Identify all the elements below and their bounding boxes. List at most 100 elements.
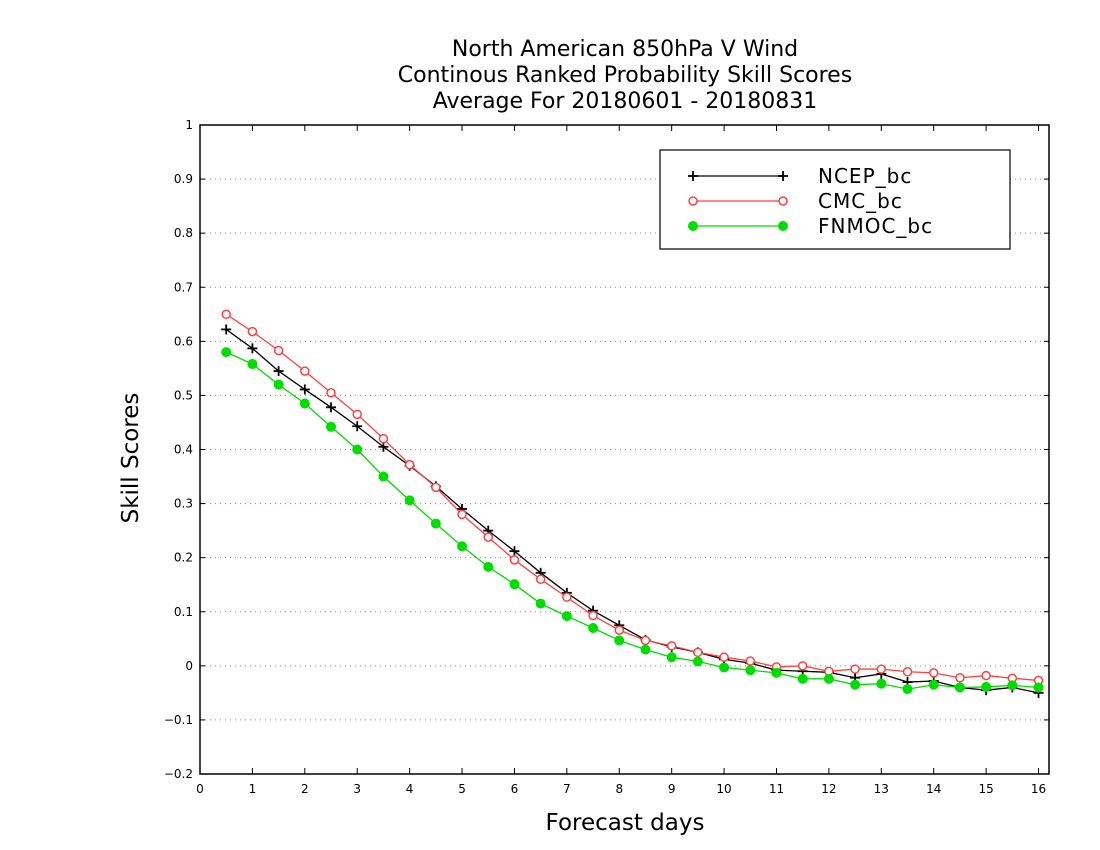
data-point-FNMOC_bc [1007,680,1018,691]
data-point-FNMOC_bc [430,518,441,529]
x-tick-label: 1 [249,782,257,796]
data-point-FNMOC_bc [299,398,310,409]
data-point-CMC_bc [273,345,284,356]
data-point-CMC_bc [745,656,756,666]
y-tick-label: 0.1 [174,605,193,619]
y-tick-label: −0.2 [164,767,193,781]
data-point-NCEP_bc [221,324,232,335]
legend-label: FNMOC_bc [818,214,933,238]
x-tick-label: 9 [668,782,676,796]
y-tick-label: 0.6 [174,334,193,348]
data-point-FNMOC_bc [457,541,468,552]
data-point-FNMOC_bc [221,347,232,358]
data-point-FNMOC_bc [797,673,808,684]
y-axis-label: Skill Scores [118,392,144,524]
x-tick-label: 5 [458,782,466,796]
y-tick-label: 0.7 [174,280,193,294]
data-point-FNMOC_bc [561,611,572,622]
legend-marker [688,171,698,181]
y-tick-label: 0.2 [174,551,193,565]
data-point-FNMOC_bc [981,681,992,692]
series-line-CMC_bc [225,313,1039,682]
x-tick-label: 11 [769,782,784,796]
x-tick-label: 7 [563,782,571,796]
y-tick-label: 0 [185,659,193,673]
data-point-FNMOC_bc [640,644,651,655]
data-point-FNMOC_bc [588,622,599,633]
y-tick-label: 0.8 [174,226,193,240]
data-point-FNMOC_bc [850,679,861,690]
data-point-FNMOC_bc [692,656,703,667]
data-point-CMC_bc [588,610,598,621]
data-point-FNMOC_bc [404,495,415,506]
data-point-CMC_bc [509,555,520,565]
data-point-FNMOC_bc [247,359,258,370]
data-point-NCEP_bc [352,421,363,432]
data-point-FNMOC_bc [823,673,834,684]
data-point-CMC_bc [378,433,389,444]
data-point-FNMOC_bc [954,682,965,693]
y-tick-label: 0.4 [174,443,193,457]
data-point-FNMOC_bc [326,421,337,432]
legend-box [659,149,1011,250]
data-point-CMC_bc [640,635,651,646]
chart-title-line-1: North American 850hPa V Wind [451,37,799,62]
data-point-FNMOC_bc [928,679,939,690]
data-point-CMC_bc [981,670,991,681]
y-tick-label: 0.3 [174,497,193,511]
x-tick-label: 3 [353,782,361,796]
data-point-NCEP_bc [326,402,337,413]
x-tick-label: 6 [511,782,519,796]
y-tick-label: −0.1 [164,713,193,727]
data-point-FNMOC_bc [378,471,389,482]
data-point-FNMOC_bc [902,684,913,695]
y-tick-label: 0.5 [174,388,193,402]
y-tick-label: 0.9 [174,172,193,186]
data-point-FNMOC_bc [352,444,363,455]
data-point-FNMOC_bc [483,561,494,572]
data-point-CMC_bc [850,664,860,674]
legend-marker [688,221,698,231]
legend-marker [778,171,788,181]
data-point-CMC_bc [614,625,625,635]
series-line-NCEP_bc [225,328,1039,694]
data-point-CMC_bc [300,366,310,376]
legend-marker [778,196,788,206]
chart-title-line-2: Continous Ranked Probability Skill Score… [397,63,853,88]
data-point-NCEP_bc [299,384,310,395]
data-point-FNMOC_bc [273,379,284,390]
data-point-CMC_bc [666,641,677,651]
data-point-CMC_bc [431,482,441,493]
legend-label: CMC_bc [818,189,903,213]
x-tick-label: 12 [821,782,836,796]
data-point-FNMOC_bc [771,667,782,678]
data-point-NCEP_bc [273,366,284,377]
data-point-CMC_bc [562,592,572,602]
x-tick-label: 4 [406,782,414,796]
data-point-CMC_bc [955,672,965,683]
x-tick-label: 10 [716,782,731,796]
data-point-CMC_bc [483,532,493,542]
legend-marker [778,221,788,231]
data-point-FNMOC_bc [745,665,756,676]
data-point-NCEP_bc [509,546,520,557]
x-tick-label: 8 [615,782,623,796]
data-point-FNMOC_bc [509,579,520,590]
data-point-NCEP_bc [247,343,258,354]
x-tick-label: 15 [978,782,993,796]
data-point-FNMOC_bc [535,598,546,609]
data-point-CMC_bc [457,509,467,520]
chart-title-line-3: Average For 20180601 - 20180831 [432,89,818,114]
data-point-CMC_bc [902,667,913,677]
data-point-FNMOC_bc [876,678,887,689]
data-point-FNMOC_bc [719,662,730,673]
x-tick-label: 14 [926,782,941,796]
y-tick-label: 1 [185,118,193,132]
data-point-CMC_bc [247,326,258,337]
legend-marker [688,196,698,206]
data-point-CMC_bc [326,387,336,398]
data-point-CMC_bc [221,309,231,320]
x-tick-label: 16 [1031,782,1046,796]
data-point-FNMOC_bc [614,635,625,646]
